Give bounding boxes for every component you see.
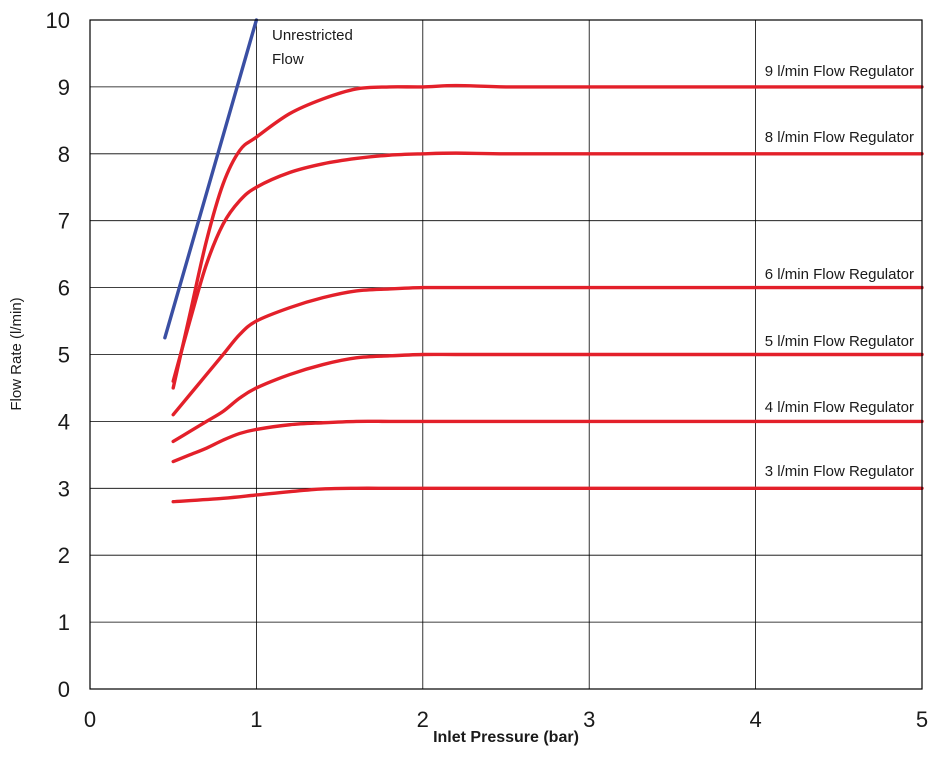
series-label-4-lpm: 4 l/min Flow Regulator <box>765 399 914 416</box>
y-tick-label-7: 7 <box>58 209 70 234</box>
axis-tick-labels: 0 1 2 3 4 5 0 1 2 3 4 5 6 7 8 9 10 <box>46 8 929 732</box>
y-tick-label-9: 9 <box>58 75 70 100</box>
series-line-6-l-min-flow-regulator <box>171 285 924 417</box>
y-tick-label-3: 3 <box>58 476 70 501</box>
series-line-unrestricted-flow <box>163 18 259 340</box>
series-line-3-l-min-flow-regulator <box>171 486 924 504</box>
x-tick-label-2: 2 <box>417 707 429 732</box>
x-tick-label-5: 5 <box>916 707 928 732</box>
y-tick-label-4: 4 <box>58 409 70 434</box>
series-label-6-lpm: 6 l/min Flow Regulator <box>765 266 914 283</box>
x-tick-label-4: 4 <box>749 707 761 732</box>
plot-frame <box>89 19 923 690</box>
x-tick-label-0: 0 <box>84 707 96 732</box>
series-label-5-lpm: 5 l/min Flow Regulator <box>765 333 914 350</box>
y-tick-label-5: 5 <box>58 343 70 368</box>
series-lines <box>163 18 924 504</box>
y-tick-label-0: 0 <box>58 677 70 702</box>
y-tick-label-1: 1 <box>58 610 70 635</box>
x-tick-label-3: 3 <box>583 707 595 732</box>
series-label-9-lpm: 9 l/min Flow Regulator <box>765 63 914 80</box>
y-axis-title: Flow Rate (l/min) <box>8 297 25 410</box>
x-tick-label-1: 1 <box>250 707 262 732</box>
y-tick-label-8: 8 <box>58 142 70 167</box>
unrestricted-flow-label-line2: Flow <box>272 51 304 68</box>
y-tick-label-10: 10 <box>46 8 70 33</box>
series-line-9-l-min-flow-regulator <box>171 83 924 390</box>
series-label-8-lpm: 8 l/min Flow Regulator <box>765 129 914 146</box>
x-axis-title: Inlet Pressure (bar) <box>433 729 579 746</box>
unrestricted-flow-label-line1: Unrestricted <box>272 27 353 44</box>
series-line-5-l-min-flow-regulator <box>171 352 924 444</box>
y-tick-label-2: 2 <box>58 543 70 568</box>
series-line-4-l-min-flow-regulator <box>171 419 924 464</box>
y-tick-label-6: 6 <box>58 276 70 301</box>
series-label-3-lpm: 3 l/min Flow Regulator <box>765 463 914 480</box>
series-line-8-l-min-flow-regulator <box>171 151 924 383</box>
